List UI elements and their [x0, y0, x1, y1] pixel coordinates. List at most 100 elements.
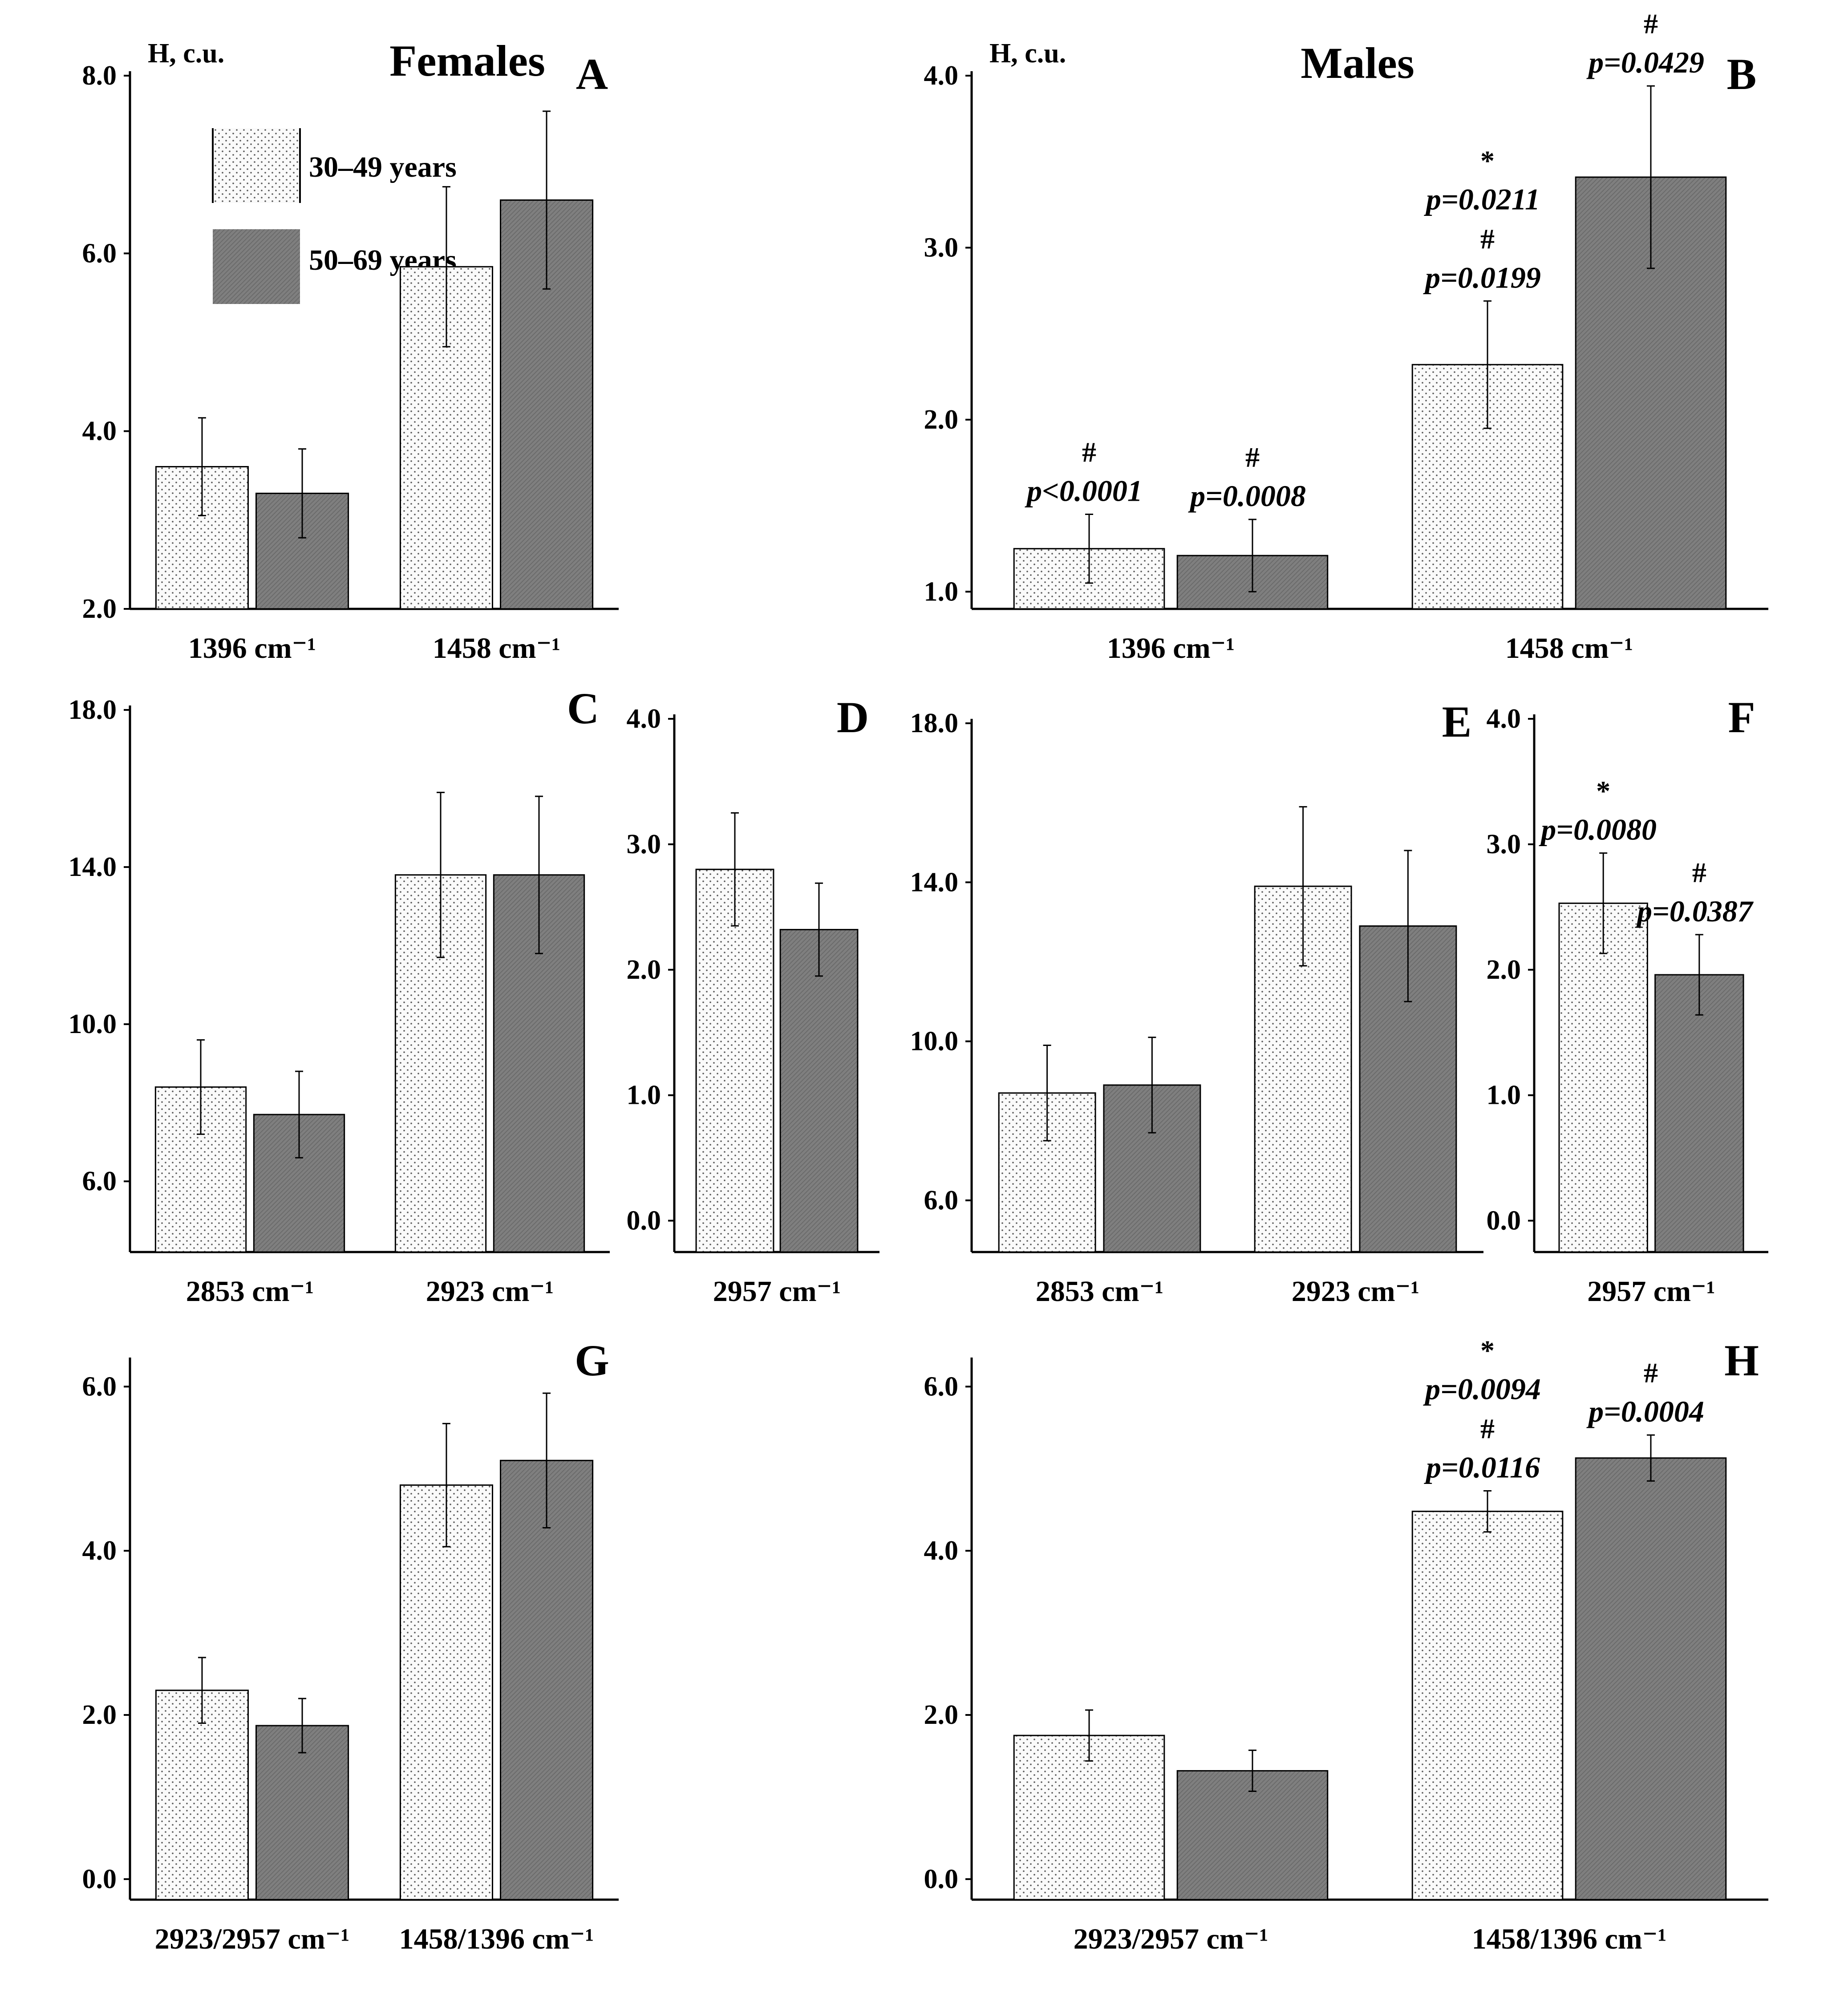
significance-label: p=0.0080 — [1539, 813, 1657, 847]
legend-swatch-50-69 — [213, 229, 300, 304]
bar-30-49 — [155, 1690, 249, 1901]
y-tick-label: 1.0 — [1487, 1080, 1521, 1111]
panel-letter: F — [1728, 693, 1755, 742]
panel-E: 6.0 10.0 14.0 18.0 E 2853 cm⁻¹ 2923 cm⁻¹ — [910, 697, 1483, 1308]
y-tick-label: 6.0 — [924, 1371, 959, 1402]
panel-letter: G — [575, 1336, 609, 1385]
x-category-label: 2957 cm⁻¹ — [713, 1275, 841, 1308]
y-tick-label: 4.0 — [82, 1536, 117, 1566]
y-tick-label: 2.0 — [924, 405, 959, 435]
panel-F: 0.0 1.0 2.0 3.0 4.0 F 2957 cm⁻¹ * p=0.0080 # p=0.0… — [1487, 693, 1768, 1308]
x-category-label: 2923/2957 cm⁻¹ — [1074, 1923, 1268, 1955]
y-tick-label: 18.0 — [910, 708, 959, 738]
panel-letter: H — [1724, 1336, 1759, 1385]
y-tick-label: 6.0 — [82, 238, 117, 268]
y-axis-label: H, c.u. — [989, 38, 1066, 69]
bar-50-69 — [779, 929, 859, 1253]
y-tick-label: 3.0 — [627, 829, 661, 859]
significance-label: # — [1644, 1357, 1658, 1389]
significance-label: p=0.0004 — [1586, 1394, 1704, 1428]
panel-B: 1.0 2.0 3.0 4.0 H, c.u. B 1396 cm⁻¹ 1458 cm⁻¹ # p… — [924, 8, 1768, 665]
y-tick-label: 6.0 — [82, 1166, 117, 1196]
y-tick-label: 2.0 — [82, 1700, 117, 1730]
bar-50-69 — [255, 1725, 349, 1901]
y-tick-label: 0.0 — [1487, 1206, 1521, 1236]
x-category-label: 2923 cm⁻¹ — [1292, 1275, 1419, 1308]
x-category-label: 1458 cm⁻¹ — [433, 632, 560, 665]
y-tick-label: 4.0 — [1487, 704, 1521, 734]
bar-30-49 — [399, 266, 493, 610]
y-tick-label: 0.0 — [82, 1864, 117, 1894]
significance-label: p<0.0001 — [1025, 474, 1143, 507]
y-tick-label: 0.0 — [627, 1206, 661, 1236]
panel-G: 0.0 2.0 4.0 6.0 G 2923/2957 cm⁻¹ 1458/1396 cm⁻… — [82, 1336, 619, 1955]
significance-label: p=0.0199 — [1423, 260, 1541, 294]
y-tick-label: 10.0 — [69, 1009, 117, 1039]
y-tick-label: 14.0 — [910, 867, 959, 897]
significance-label: p=0.0094 — [1423, 1372, 1541, 1406]
bar-30-49 — [695, 868, 774, 1253]
significance-label: * — [1596, 775, 1610, 807]
y-tick-label: 1.0 — [627, 1080, 661, 1111]
significance-label: p=0.0429 — [1586, 45, 1704, 79]
bar-30-49 — [1411, 1511, 1564, 1901]
panel-letter: E — [1442, 697, 1472, 746]
significance-label: # — [1245, 442, 1260, 473]
y-tick-label: 10.0 — [910, 1026, 959, 1057]
panel-D: 0.0 1.0 2.0 3.0 4.0 D 2957 cm⁻¹ — [627, 693, 879, 1308]
significance-label: # — [1480, 1413, 1495, 1445]
bar-30-49 — [1013, 1735, 1165, 1901]
y-tick-label: 6.0 — [924, 1185, 959, 1216]
x-category-label: 2923 cm⁻¹ — [426, 1275, 554, 1308]
y-tick-label: 4.0 — [82, 416, 117, 446]
y-tick-label: 2.0 — [627, 955, 661, 985]
legend-label-30-49: 30–49 years — [309, 151, 457, 183]
bar-30-49 — [399, 1484, 493, 1901]
panel-letter: A — [576, 49, 608, 99]
bar-50-69 — [1575, 1457, 1727, 1901]
x-category-label: 2957 cm⁻¹ — [1587, 1275, 1715, 1308]
y-tick-label: 2.0 — [82, 594, 117, 624]
y-tick-label: 14.0 — [69, 852, 117, 882]
y-tick-label: 1.0 — [924, 576, 959, 607]
y-tick-label: 3.0 — [1487, 829, 1521, 859]
y-axis-label: H, c.u. — [148, 38, 224, 69]
bar-30-49 — [1558, 902, 1648, 1253]
significance-label: * — [1480, 1335, 1495, 1366]
y-tick-label: 0.0 — [924, 1864, 959, 1894]
panel-C: 6.0 10.0 14.0 18.0 C 2853 cm⁻¹ 2923 cm⁻¹ — [69, 684, 610, 1308]
title-males: Males — [1301, 38, 1414, 88]
significance-label: p=0.0211 — [1424, 182, 1540, 216]
y-tick-label: 2.0 — [924, 1700, 959, 1730]
y-tick-label: 8.0 — [82, 61, 117, 91]
panel-letter: B — [1727, 49, 1757, 99]
panel-letter: C — [567, 684, 599, 733]
significance-label: p=0.0387 — [1635, 894, 1754, 928]
y-tick-label: 4.0 — [924, 61, 959, 91]
title-females: Females — [389, 36, 545, 85]
x-category-label: 1396 cm⁻¹ — [188, 632, 316, 665]
significance-label: # — [1644, 8, 1658, 40]
x-category-label: 2853 cm⁻¹ — [1036, 1275, 1163, 1308]
bar-50-69 — [1654, 974, 1744, 1253]
legend-swatch-30-49 — [213, 128, 300, 203]
x-category-label: 2923/2957 cm⁻¹ — [155, 1923, 350, 1955]
bar-50-69 — [1176, 1770, 1329, 1901]
x-category-label: 1458 cm⁻¹ — [1505, 632, 1633, 665]
y-tick-label: 3.0 — [924, 232, 959, 263]
significance-label: # — [1692, 857, 1706, 888]
y-tick-label: 4.0 — [627, 704, 661, 734]
panel-letter: D — [837, 693, 869, 742]
significance-label: # — [1480, 223, 1495, 255]
significance-label: p=0.0116 — [1424, 1451, 1540, 1484]
x-category-label: 1458/1396 cm⁻¹ — [1472, 1923, 1667, 1955]
x-category-label: 1396 cm⁻¹ — [1107, 632, 1235, 665]
y-tick-label: 4.0 — [924, 1536, 959, 1566]
x-category-label: 2853 cm⁻¹ — [186, 1275, 314, 1308]
panel-A: 2.0 4.0 6.0 8.0 H, c.u. A 1396 cm⁻¹ 1458 cm⁻¹ — [82, 38, 619, 665]
significance-label: # — [1082, 436, 1096, 468]
significance-label: p=0.0008 — [1188, 479, 1306, 513]
significance-label: * — [1480, 145, 1495, 176]
y-tick-label: 2.0 — [1487, 955, 1521, 985]
